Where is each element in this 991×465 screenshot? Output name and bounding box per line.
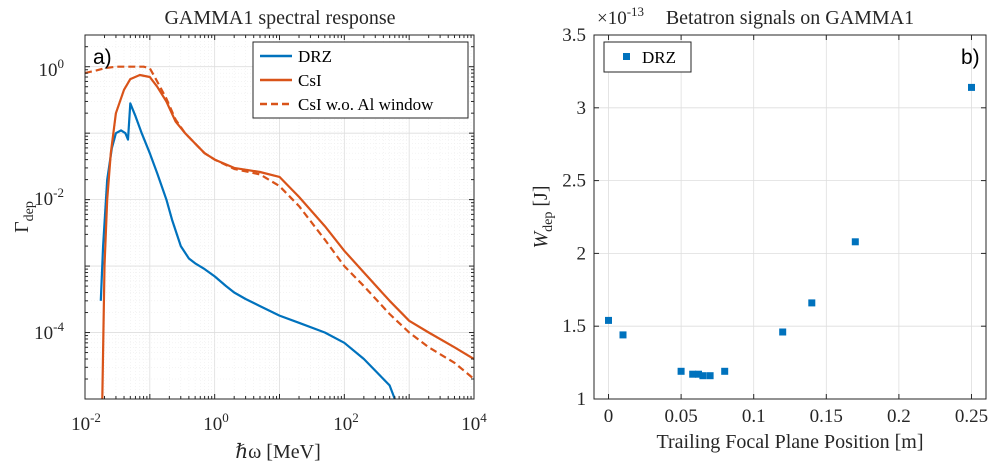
- chart-b-ytick-label: 1.5: [562, 316, 586, 337]
- series-line-csi: [101, 73, 474, 399]
- chart-a-tick-marks: [84, 34, 475, 400]
- chart-b-panel-label: b): [961, 46, 980, 69]
- chart-b-xtick-label: 0.25: [955, 406, 988, 427]
- chart-b-xlabel: Trailing Focal Plane Position [m]: [656, 431, 923, 453]
- chart-b-ylabel: Wdep [J]: [530, 186, 556, 249]
- legend-label-csi: CsI: [298, 71, 322, 90]
- chart-b-xtick-label: 0.2: [887, 406, 911, 427]
- chart-a-xtick-label: 102: [333, 410, 359, 435]
- data-point: [695, 370, 702, 378]
- series-line-drz: [99, 102, 396, 399]
- legend-label-drz-b: DRZ: [642, 48, 676, 67]
- chart-b-ytick-label: 2.5: [562, 171, 586, 192]
- chart-b-series: [605, 83, 975, 380]
- data-point: [779, 328, 787, 336]
- chart-b-grid: [594, 34, 986, 400]
- chart-b: 0 0.05 0.1 0.15 0.2 0.25 1 1.5 2 2.5 3 3.5 Betatron…: [530, 4, 988, 453]
- data-point: [721, 367, 729, 375]
- chart-a-legend: DRZ CsI CsI w.o. Al window: [252, 41, 469, 119]
- data-point: [619, 331, 627, 339]
- chart-b-plot-area: [593, 34, 987, 400]
- chart-a-panel-label: a): [93, 46, 112, 69]
- chart-a-xlabel: ℏω [MeV]: [235, 441, 320, 463]
- chart-a-ytick-label: 10-2: [34, 185, 64, 210]
- chart-a-series: [85, 65, 474, 399]
- chart-b-ytick-label: 1: [577, 389, 587, 410]
- chart-b-xtick-label: 0.15: [810, 406, 843, 427]
- chart-b-ytick-label: 2: [577, 243, 587, 264]
- data-point: [808, 299, 816, 307]
- chart-b-tick-marks: [594, 34, 986, 400]
- data-point: [851, 238, 859, 246]
- chart-a-title: GAMMA1 spectral response: [164, 7, 395, 29]
- chart-b-tick-labels: 0 0.05 0.1 0.15 0.2 0.25 1 1.5 2 2.5 3 3.5: [562, 25, 988, 427]
- chart-b-ytick-label: 3.5: [562, 25, 586, 46]
- data-point: [699, 372, 707, 380]
- data-point: [677, 367, 685, 375]
- chart-b-xtick-label: 0.1: [742, 406, 766, 427]
- chart-b-xtick-label: 0.05: [664, 406, 697, 427]
- series-line-csi-no-al-window: [85, 65, 474, 380]
- legend-swatch-drz-marker: [623, 53, 630, 60]
- chart-b-legend: DRZ: [603, 41, 692, 73]
- data-point: [968, 83, 975, 91]
- chart-a-ytick-label: 100: [39, 56, 65, 81]
- chart-b-legend-box: [603, 41, 692, 73]
- data-point: [689, 370, 697, 378]
- chart-a-ytick-label: 10-4: [34, 319, 64, 344]
- legend-label-csi-no-al: CsI w.o. Al window: [298, 95, 434, 114]
- data-point: [605, 316, 612, 324]
- chart-a: GAMMA1 spectral response 10-2 100 102 10…: [11, 7, 487, 463]
- chart-b-ytick-label: 3: [577, 98, 587, 119]
- chart-b-exponent-label: ×10-13: [597, 4, 644, 29]
- chart-a-xtick-label: 10-2: [71, 410, 101, 435]
- chart-b-title: Betatron signals on GAMMA1: [666, 7, 914, 29]
- chart-a-xtick-label: 104: [461, 410, 487, 435]
- data-point: [706, 372, 714, 380]
- chart-a-ylabel: Γdep: [11, 201, 37, 233]
- chart-a-xtick-label: 100: [203, 410, 229, 435]
- chart-b-xtick-label: 0: [604, 406, 614, 427]
- legend-label-drz: DRZ: [298, 47, 332, 66]
